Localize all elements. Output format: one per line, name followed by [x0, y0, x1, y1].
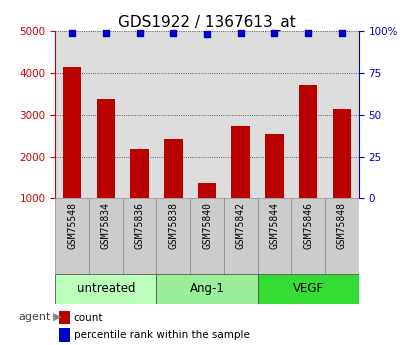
Point [270, 30, 277, 36]
FancyBboxPatch shape [324, 198, 358, 274]
FancyBboxPatch shape [156, 274, 257, 304]
FancyBboxPatch shape [122, 198, 156, 274]
Title: GDS1922 / 1367613_at: GDS1922 / 1367613_at [118, 15, 295, 31]
FancyBboxPatch shape [156, 198, 190, 274]
Point [102, 30, 109, 36]
Text: GSM75834: GSM75834 [101, 202, 111, 249]
Text: GSM75848: GSM75848 [336, 202, 346, 249]
Point [203, 32, 210, 37]
Text: untreated: untreated [76, 283, 135, 295]
FancyBboxPatch shape [55, 274, 156, 304]
Bar [265, 134, 283, 198]
Bar [59, 311, 70, 324]
Bar [97, 99, 115, 198]
Text: GSM75840: GSM75840 [202, 202, 211, 249]
Text: count: count [74, 313, 103, 323]
FancyBboxPatch shape [257, 274, 358, 304]
FancyBboxPatch shape [190, 198, 223, 274]
Text: GSM75836: GSM75836 [134, 202, 144, 249]
Point [170, 30, 176, 36]
Text: Ang-1: Ang-1 [189, 283, 224, 295]
Text: GSM75838: GSM75838 [168, 202, 178, 249]
Point [304, 30, 311, 36]
Bar [130, 149, 148, 198]
Bar [59, 328, 70, 342]
Text: VEGF: VEGF [292, 283, 323, 295]
Bar [298, 86, 317, 198]
Text: GSM75842: GSM75842 [235, 202, 245, 249]
Text: ▶: ▶ [53, 312, 62, 322]
FancyBboxPatch shape [223, 198, 257, 274]
Text: GSM75548: GSM75548 [67, 202, 77, 249]
Text: agent: agent [18, 312, 51, 322]
FancyBboxPatch shape [89, 198, 122, 274]
Point [338, 30, 344, 36]
FancyBboxPatch shape [291, 198, 324, 274]
Bar [197, 183, 216, 198]
Bar [63, 67, 81, 198]
FancyBboxPatch shape [55, 198, 89, 274]
Bar [231, 126, 249, 198]
Point [237, 30, 243, 36]
Text: GSM75844: GSM75844 [269, 202, 279, 249]
Text: GSM75846: GSM75846 [302, 202, 312, 249]
Point [136, 30, 143, 36]
Text: percentile rank within the sample: percentile rank within the sample [74, 330, 249, 340]
Bar [164, 139, 182, 198]
FancyBboxPatch shape [257, 198, 291, 274]
Point [69, 30, 75, 36]
Bar [332, 109, 350, 198]
